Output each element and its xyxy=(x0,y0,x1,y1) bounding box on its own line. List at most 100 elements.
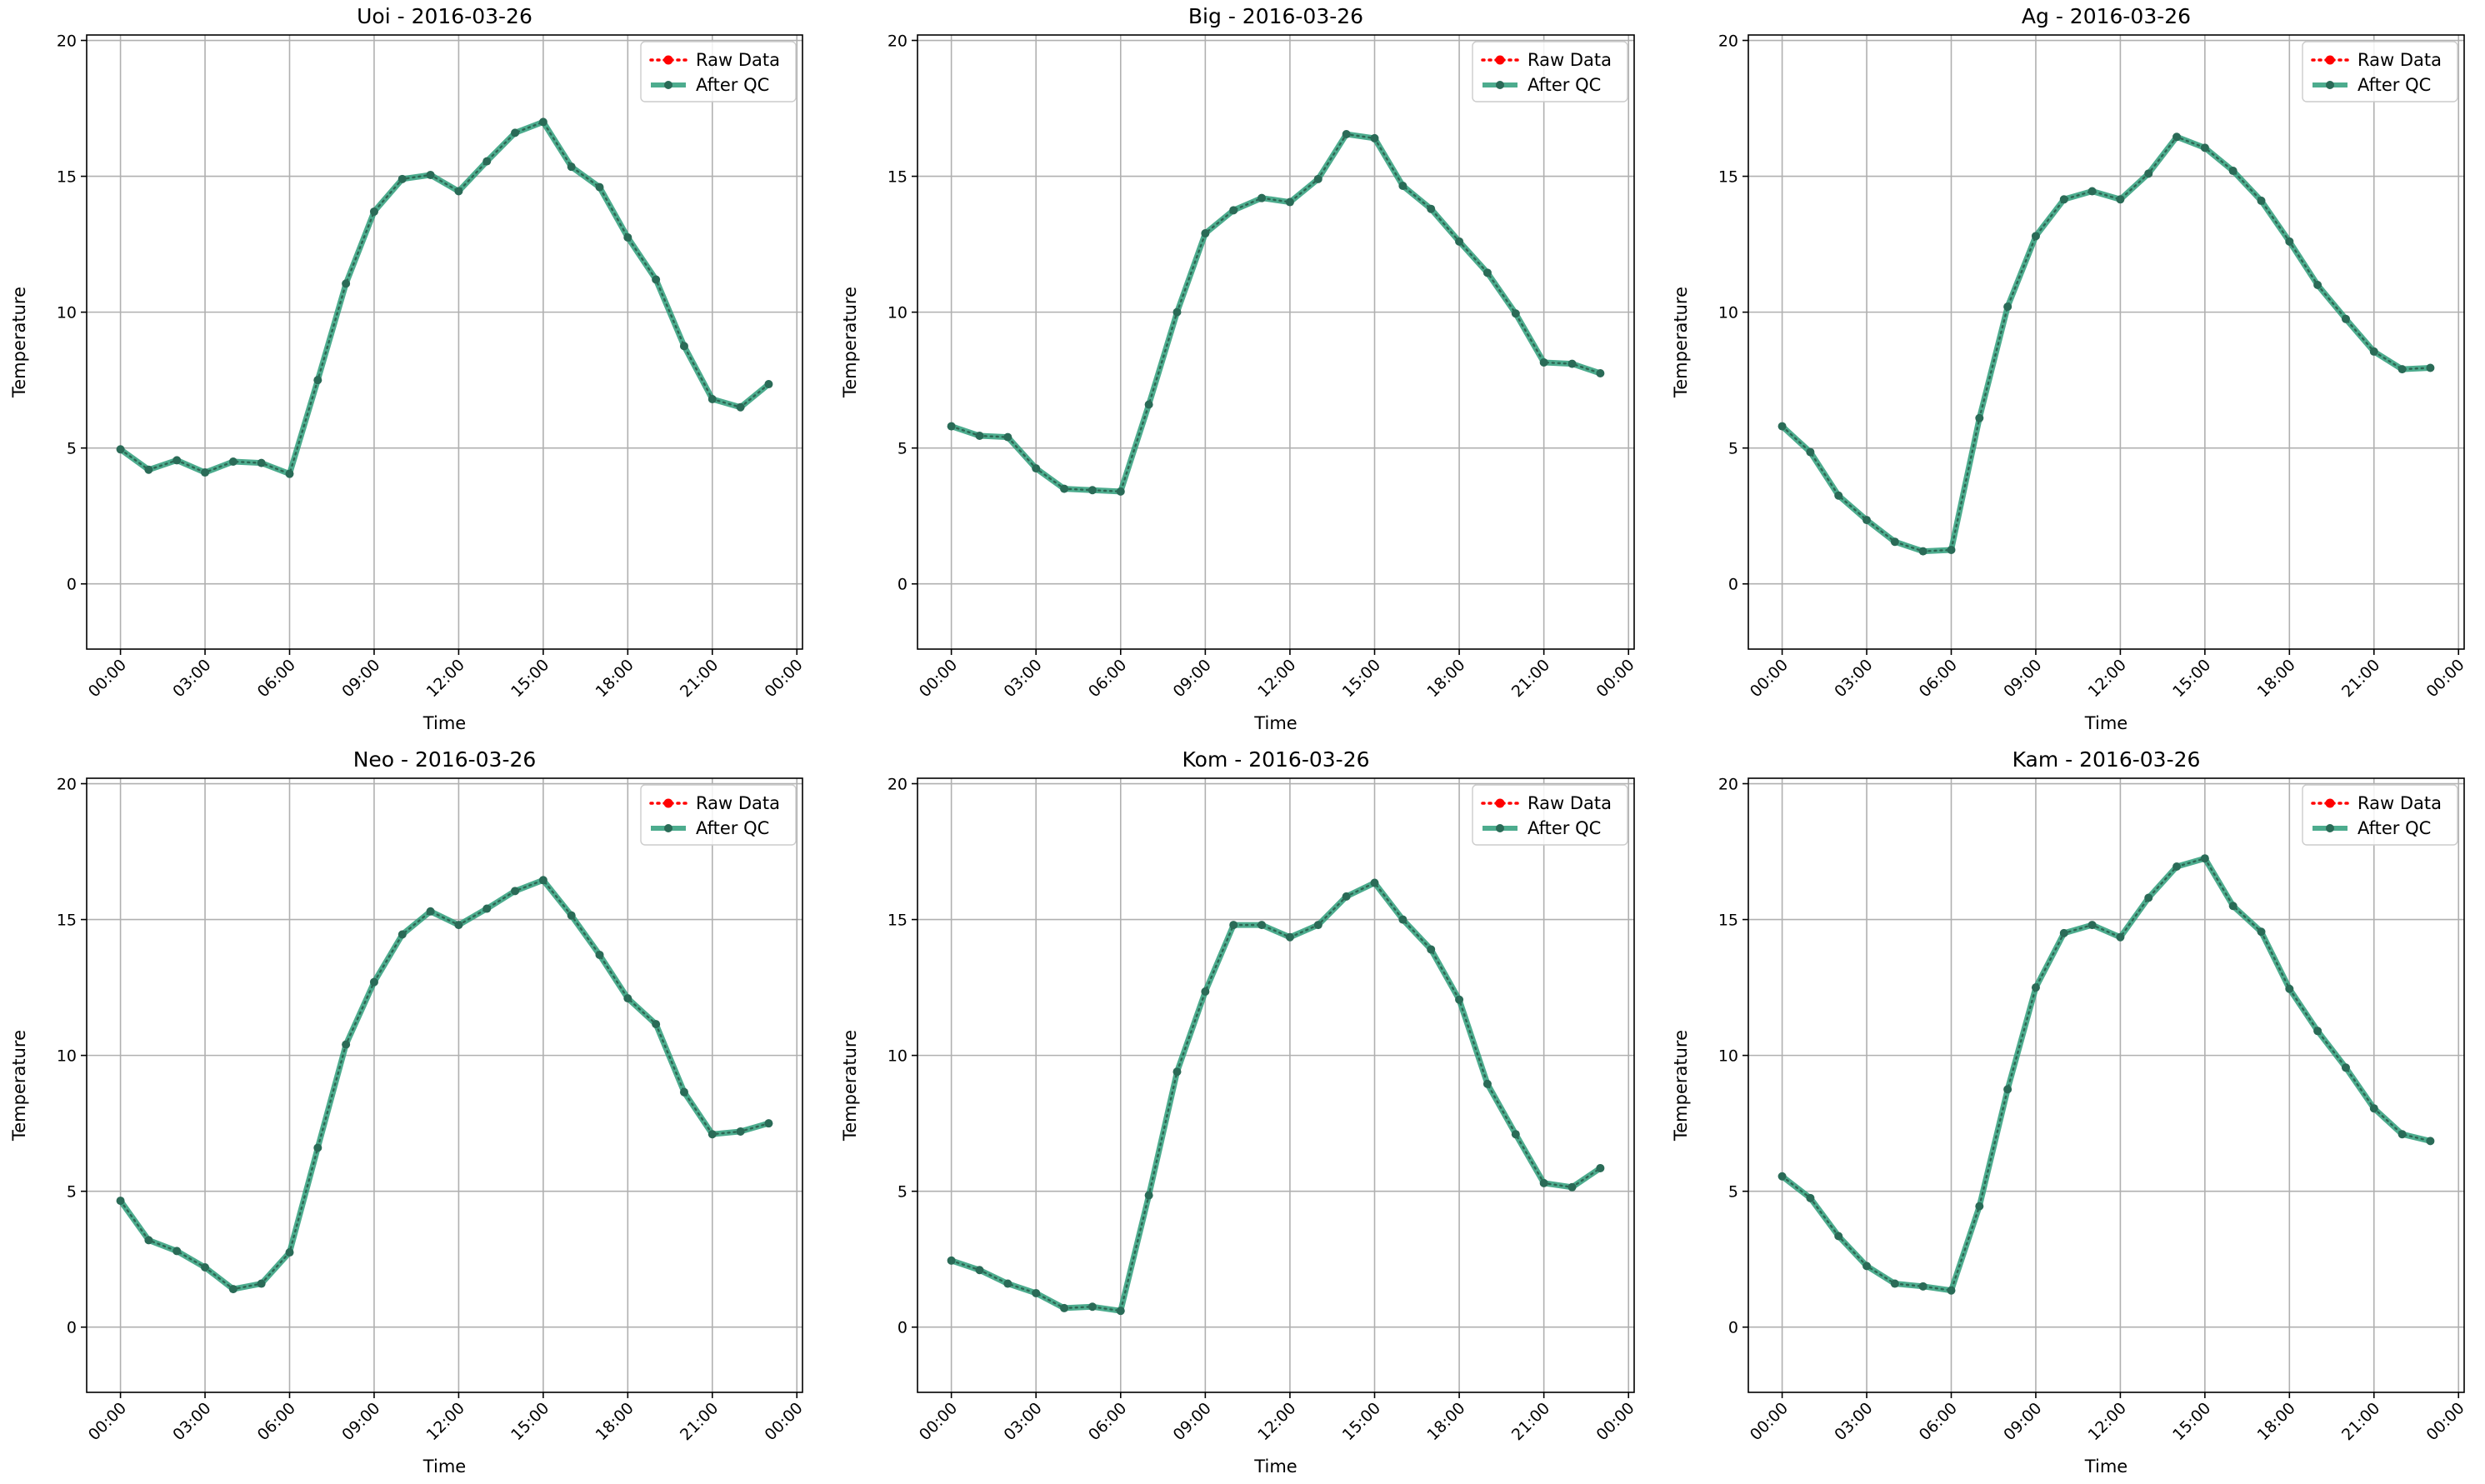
y-tick-label: 0 xyxy=(67,1319,77,1337)
panel-title: Kam - 2016-03-26 xyxy=(2012,747,2201,772)
x-tick-label: 15:00 xyxy=(1339,1399,1384,1444)
subplot-2: Big - 2016-03-26 0 5 10 15 20 00:00 03:00 06:00 0… xyxy=(840,4,1638,733)
series-line-after-qc xyxy=(1780,133,2431,555)
data-point xyxy=(201,1262,210,1272)
x-tick-label: 09:00 xyxy=(1170,656,1215,701)
data-point xyxy=(369,207,378,216)
subplot-3: Ag - 2016-03-26 0 5 10 15 20 00:00 03:00 06:00 09… xyxy=(1671,4,2468,733)
legend-qc-marker xyxy=(664,824,672,832)
series-line-after-qc xyxy=(118,118,771,477)
x-tick-label: 00:00 xyxy=(85,1399,130,1444)
y-tick-label: 0 xyxy=(898,576,908,594)
data-point xyxy=(454,921,463,930)
y-tick-label: 5 xyxy=(898,440,908,458)
data-point xyxy=(679,342,688,351)
data-point xyxy=(1060,484,1069,493)
data-point xyxy=(1313,174,1322,183)
data-point xyxy=(1806,447,1815,457)
data-point xyxy=(1482,1079,1492,1088)
data-point xyxy=(1285,197,1294,207)
x-tick-label: 15:00 xyxy=(1339,656,1384,701)
data-point xyxy=(1144,1191,1153,1200)
data-point xyxy=(1032,464,1041,473)
data-point xyxy=(172,1247,182,1256)
data-point xyxy=(2003,302,2012,312)
data-point xyxy=(1975,413,1984,422)
data-point xyxy=(2313,1027,2322,1036)
data-point xyxy=(2341,1063,2350,1072)
x-tick-label: 03:00 xyxy=(1831,656,1876,701)
data-point xyxy=(2003,1085,2012,1094)
data-point xyxy=(708,394,717,403)
data-point xyxy=(228,457,238,466)
series-line-after-qc xyxy=(950,131,1602,495)
data-point xyxy=(1342,892,1351,901)
data-point xyxy=(1398,915,1408,924)
data-point xyxy=(2341,314,2350,323)
data-point xyxy=(1116,1307,1125,1316)
data-point xyxy=(623,232,632,242)
data-point xyxy=(567,162,576,172)
y-tick-label: 15 xyxy=(1718,912,1738,930)
y-tick-label: 15 xyxy=(57,168,77,187)
x-tick-label: 06:00 xyxy=(1916,1399,1961,1444)
data-point xyxy=(2228,902,2238,911)
legend-qc-marker xyxy=(664,81,672,89)
series-line-raw-data xyxy=(950,132,1602,493)
x-tick-label: 03:00 xyxy=(169,656,214,701)
data-point xyxy=(1032,1288,1041,1297)
data-point xyxy=(2172,862,2182,871)
data-point xyxy=(1834,1232,1843,1241)
data-point xyxy=(947,422,956,431)
series-line-raw-data xyxy=(950,882,1602,1312)
data-point xyxy=(1511,1130,1520,1139)
data-point xyxy=(679,1087,688,1097)
y-tick-label: 10 xyxy=(888,304,908,322)
data-point xyxy=(454,187,463,196)
data-point xyxy=(595,182,604,192)
data-point xyxy=(1947,545,1956,554)
y-tick-label: 20 xyxy=(1718,32,1738,51)
y-axis-label: Temperature xyxy=(840,287,860,398)
data-point xyxy=(2285,237,2294,246)
data-point xyxy=(764,380,773,389)
series-line-raw-data xyxy=(1781,135,2432,552)
legend-raw-marker xyxy=(2325,798,2335,808)
data-point xyxy=(1258,193,1267,202)
x-tick-label: 18:00 xyxy=(2254,656,2299,701)
data-point xyxy=(1313,921,1322,930)
panel-title: Neo - 2016-03-26 xyxy=(353,747,537,772)
x-tick-label: 21:00 xyxy=(677,1399,722,1444)
series-line-raw-data xyxy=(119,120,770,476)
x-axis-label: Time xyxy=(1253,1457,1297,1477)
data-point xyxy=(2285,984,2294,993)
data-point xyxy=(257,1279,266,1288)
data-point xyxy=(652,275,661,284)
data-point xyxy=(2031,232,2040,241)
data-point xyxy=(1003,432,1012,442)
y-tick-label: 20 xyxy=(57,776,77,794)
x-axis-label: Time xyxy=(422,1457,466,1477)
data-point xyxy=(313,1143,322,1152)
x-tick-label: 18:00 xyxy=(592,656,638,701)
data-point xyxy=(482,157,492,166)
x-tick-label: 09:00 xyxy=(2000,1399,2045,1444)
subplot-grid: Uoi - 2016-03-26 0 5 10 15 20 00:00 03:00 06:00 0… xyxy=(9,4,2468,1477)
y-tick-label: 0 xyxy=(898,1319,908,1337)
data-point xyxy=(1229,921,1238,930)
data-point xyxy=(1172,1067,1182,1077)
x-tick-label: 00:00 xyxy=(916,1399,961,1444)
y-tick-label: 10 xyxy=(888,1047,908,1066)
y-tick-label: 5 xyxy=(67,1183,77,1202)
data-point xyxy=(1201,229,1210,238)
x-tick-label: 21:00 xyxy=(1508,1399,1553,1444)
x-tick-label: 06:00 xyxy=(1916,656,1961,701)
data-point xyxy=(1427,204,1436,213)
data-point xyxy=(369,977,378,987)
panel-title: Kom - 2016-03-26 xyxy=(1182,747,1370,772)
data-point xyxy=(1596,1163,1605,1172)
x-tick-label: 00:00 xyxy=(2422,1399,2468,1444)
data-point xyxy=(426,907,435,916)
data-point xyxy=(2144,169,2153,178)
